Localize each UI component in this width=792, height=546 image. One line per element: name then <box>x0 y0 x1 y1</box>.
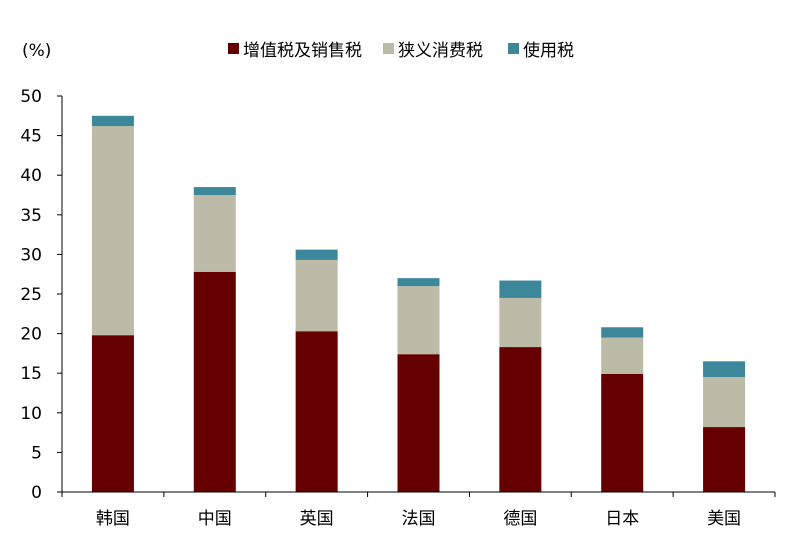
bar-segment <box>703 361 746 378</box>
bar-segment <box>499 347 542 492</box>
legend-swatch <box>508 43 519 54</box>
x-category-label: 法国 <box>402 509 436 529</box>
bar-segment <box>193 271 236 492</box>
y-tick-label: 10 <box>20 404 42 424</box>
y-axis: 0 5 10 15 20 25 30 35 40 45 50 <box>20 87 63 503</box>
legend-swatch <box>228 43 239 54</box>
x-category-label: 英国 <box>300 509 334 529</box>
x-category-label: 韩国 <box>96 509 130 529</box>
x-category-label: 德国 <box>503 509 537 529</box>
legend-label: 增值税及销售税 <box>243 41 362 61</box>
bar-segment <box>295 259 338 332</box>
y-tick-label: 25 <box>20 285 42 305</box>
bar-segment <box>193 187 236 195</box>
legend-label: 狭义消费税 <box>398 41 483 61</box>
bar-segment <box>499 297 542 348</box>
legend: 增值税及销售税 狭义消费税 使用税 <box>228 40 574 61</box>
y-tick-label: 20 <box>20 325 42 345</box>
y-tick-label: 30 <box>20 245 42 265</box>
y-tick-label: 0 <box>31 483 42 503</box>
bar-segment <box>397 278 440 287</box>
bar-segment <box>601 337 644 374</box>
bar-segment <box>397 354 440 492</box>
bars <box>91 115 746 492</box>
y-unit-label: (%) <box>22 41 51 61</box>
bar-segment <box>499 280 542 298</box>
bar-segment <box>295 331 338 492</box>
bar-segment <box>601 373 644 492</box>
y-tick-label: 45 <box>20 127 42 147</box>
y-tick-label: 15 <box>20 364 42 384</box>
bar-segment <box>193 195 236 272</box>
bar-segment <box>601 327 644 338</box>
bar-segment <box>91 115 134 127</box>
y-tick-label: 40 <box>20 166 42 186</box>
x-category-label: 中国 <box>198 509 232 529</box>
bar-segment <box>397 286 440 355</box>
legend-label: 使用税 <box>523 40 574 61</box>
x-category-label: 美国 <box>707 509 741 529</box>
x-axis: 韩国 中国 英国 法国 德国 日本 美国 <box>61 491 776 529</box>
bar-segment <box>703 427 746 492</box>
legend-swatch <box>383 43 394 54</box>
bar-segment <box>703 377 746 428</box>
bar-segment <box>91 335 134 492</box>
y-tick-label: 5 <box>31 443 42 463</box>
bar-segment <box>91 126 134 336</box>
y-tick-label: 50 <box>20 87 42 107</box>
bar-segment <box>295 249 338 260</box>
y-tick-label: 35 <box>20 206 42 226</box>
x-category-label: 日本 <box>605 509 639 529</box>
